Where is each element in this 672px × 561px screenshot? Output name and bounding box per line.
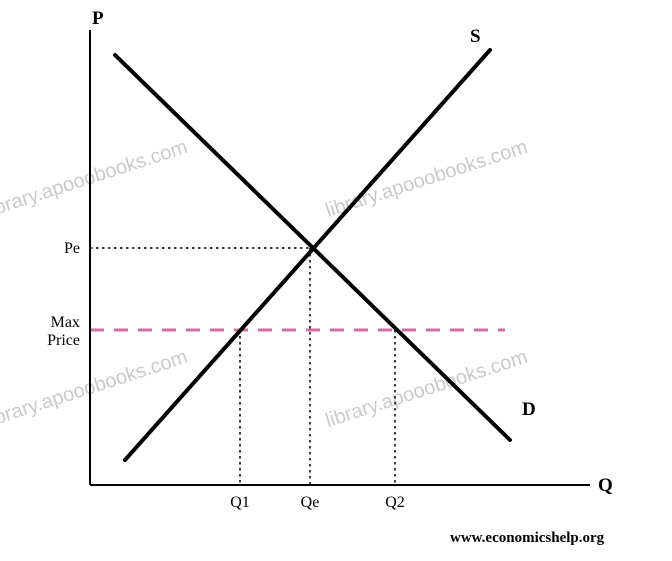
x-axis-label: Q xyxy=(598,475,613,496)
source-text: www.economicshelp.org xyxy=(450,530,604,546)
supply-demand-chart: P Q S D Pe MaxPrice Q1 Qe Q2 xyxy=(0,0,672,561)
supply-label: S xyxy=(470,26,481,47)
y-tick-MaxPrice-line0: Max xyxy=(51,314,80,331)
x-tick-Q2: Q2 xyxy=(385,494,405,511)
x-tick-Q1: Q1 xyxy=(230,494,250,511)
source-attribution: www.economicshelp.org xyxy=(450,530,604,547)
y-axis-label: P xyxy=(92,8,104,29)
y-tick-Pe: Pe xyxy=(64,240,80,257)
y-tick-MaxPrice-line1: Price xyxy=(47,332,80,349)
supply-curve xyxy=(125,50,490,460)
x-tick-Qe: Qe xyxy=(301,494,320,511)
demand-label: D xyxy=(522,399,536,420)
chart-svg: P Q S D Pe MaxPrice Q1 Qe Q2 xyxy=(0,0,672,561)
